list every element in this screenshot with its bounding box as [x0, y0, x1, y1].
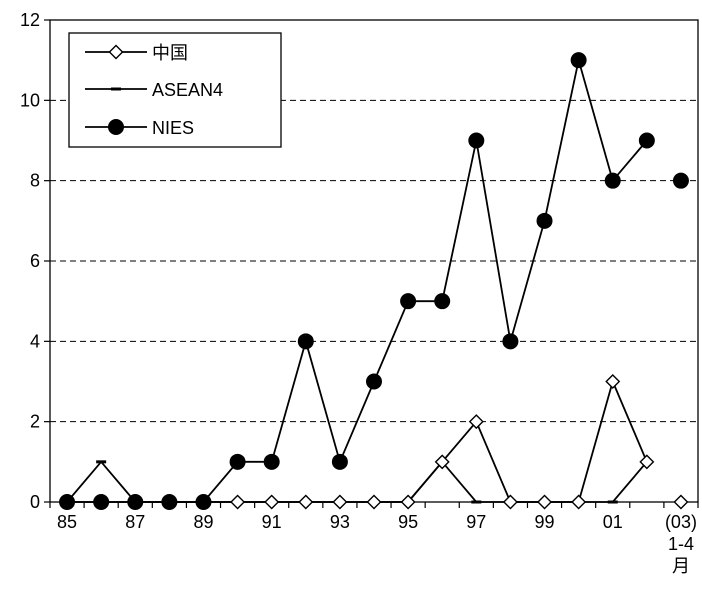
x-tick-label: 87	[125, 512, 145, 532]
x-tick-label-line: 87	[125, 512, 145, 532]
x-tick-label-line: (03)	[665, 512, 697, 532]
y-tick-label: 2	[30, 412, 40, 432]
y-tick-label: 12	[20, 10, 40, 30]
data-point	[502, 333, 519, 350]
data-point	[59, 494, 76, 510]
data-point	[604, 172, 621, 189]
series-layer	[59, 52, 689, 510]
data-point	[537, 494, 553, 510]
x-tick-label-line: 97	[466, 512, 486, 532]
x-tick-label: 95	[398, 512, 418, 532]
legend-label: NIES	[152, 118, 194, 138]
data-point	[297, 333, 314, 350]
legend-label: ASEAN4	[152, 80, 223, 100]
x-tick-label: 01	[603, 512, 623, 532]
data-point	[96, 460, 107, 464]
data-point	[108, 119, 124, 135]
data-point	[471, 500, 482, 504]
data-point	[434, 293, 451, 310]
y-tick-label: 8	[30, 171, 40, 191]
x-tick-label: 91	[262, 512, 282, 532]
gridlines	[50, 99, 698, 423]
data-point	[127, 494, 144, 510]
data-point	[638, 132, 655, 149]
data-point	[366, 373, 382, 390]
series-NIES	[59, 52, 689, 510]
data-point	[108, 44, 124, 60]
data-point	[263, 453, 280, 470]
data-point	[502, 494, 518, 510]
data-point	[264, 494, 280, 510]
data-point	[230, 494, 246, 510]
series-中国	[59, 374, 689, 510]
y-tick-label: 10	[20, 90, 40, 110]
data-point	[468, 414, 484, 430]
x-tick-label: 93	[330, 512, 350, 532]
data-point	[195, 494, 212, 510]
y-axis-ticks: 0 2 4 6 8 10 12	[20, 10, 50, 512]
data-point	[536, 212, 553, 229]
x-tick-label-line: 月	[672, 556, 690, 576]
series-ASEAN4	[62, 460, 652, 504]
data-point	[229, 453, 246, 470]
x-tick-label-line: 01	[603, 512, 623, 532]
x-tick-label-line: 99	[535, 512, 555, 532]
x-tick-label: (03) 1-4 月	[665, 512, 697, 576]
x-tick-label-line: 85	[57, 512, 77, 532]
data-point	[332, 494, 348, 510]
x-tick-label-line: 1-4	[668, 534, 694, 554]
data-point	[400, 494, 416, 510]
legend: 中国 ASEAN4 NIES	[68, 32, 282, 148]
data-point	[571, 494, 587, 510]
data-point	[93, 494, 110, 510]
data-point	[161, 494, 178, 510]
x-axis-ticks: 85 87 89 91 93 95 97 99 01 (03) 1-4 月	[49, 502, 699, 576]
x-tick-label-line: 95	[398, 512, 418, 532]
data-point	[111, 87, 121, 91]
data-point	[366, 494, 382, 510]
x-tick-label: 99	[535, 512, 555, 532]
y-tick-label: 4	[30, 331, 40, 351]
data-point	[298, 494, 314, 510]
y-tick-label: 0	[30, 492, 40, 512]
data-point	[400, 293, 417, 310]
x-tick-label: 85	[57, 512, 77, 532]
data-point	[331, 453, 348, 470]
x-tick-label-line: 93	[330, 512, 350, 532]
series-line	[67, 378, 648, 503]
data-point	[468, 132, 485, 149]
data-point	[672, 172, 689, 189]
y-tick-label: 6	[30, 251, 40, 271]
series-line	[66, 460, 648, 503]
x-tick-label: 97	[466, 512, 486, 532]
legend-label: 中国	[152, 43, 188, 63]
data-point	[605, 374, 621, 389]
x-tick-label-line: 89	[193, 512, 213, 532]
data-point	[639, 454, 655, 470]
data-point	[607, 500, 618, 504]
data-point	[434, 454, 450, 470]
x-tick-label-line: 91	[262, 512, 282, 532]
data-point	[570, 52, 587, 69]
data-point	[673, 494, 689, 510]
x-tick-label: 89	[193, 512, 213, 532]
